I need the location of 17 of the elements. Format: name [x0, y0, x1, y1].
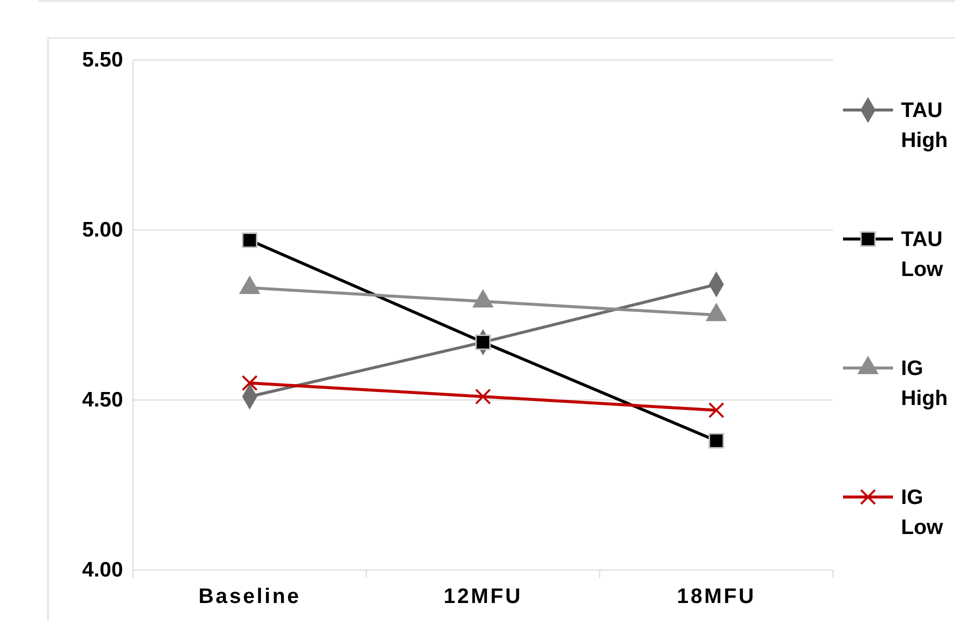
x-tick-label: 18MFU — [676, 584, 756, 608]
x-tick-label: 12MFU — [444, 584, 522, 608]
point — [242, 232, 258, 248]
legend-label: TAU Low — [901, 228, 944, 281]
legend-label: TAU High — [901, 99, 948, 152]
point — [475, 334, 491, 350]
legend-label: IG Low — [901, 486, 944, 539]
y-tick-label: 5.00 — [82, 218, 123, 242]
y-tick-label: 4.00 — [82, 558, 123, 582]
x-tick-label: Baseline — [198, 584, 301, 608]
y-tick-label: 4.50 — [82, 388, 123, 412]
point — [475, 388, 491, 405]
point — [708, 402, 724, 418]
point — [242, 375, 258, 391]
legend-label: IG High — [901, 357, 948, 410]
y-tick-label: 5.50 — [82, 48, 123, 72]
point — [708, 433, 724, 449]
